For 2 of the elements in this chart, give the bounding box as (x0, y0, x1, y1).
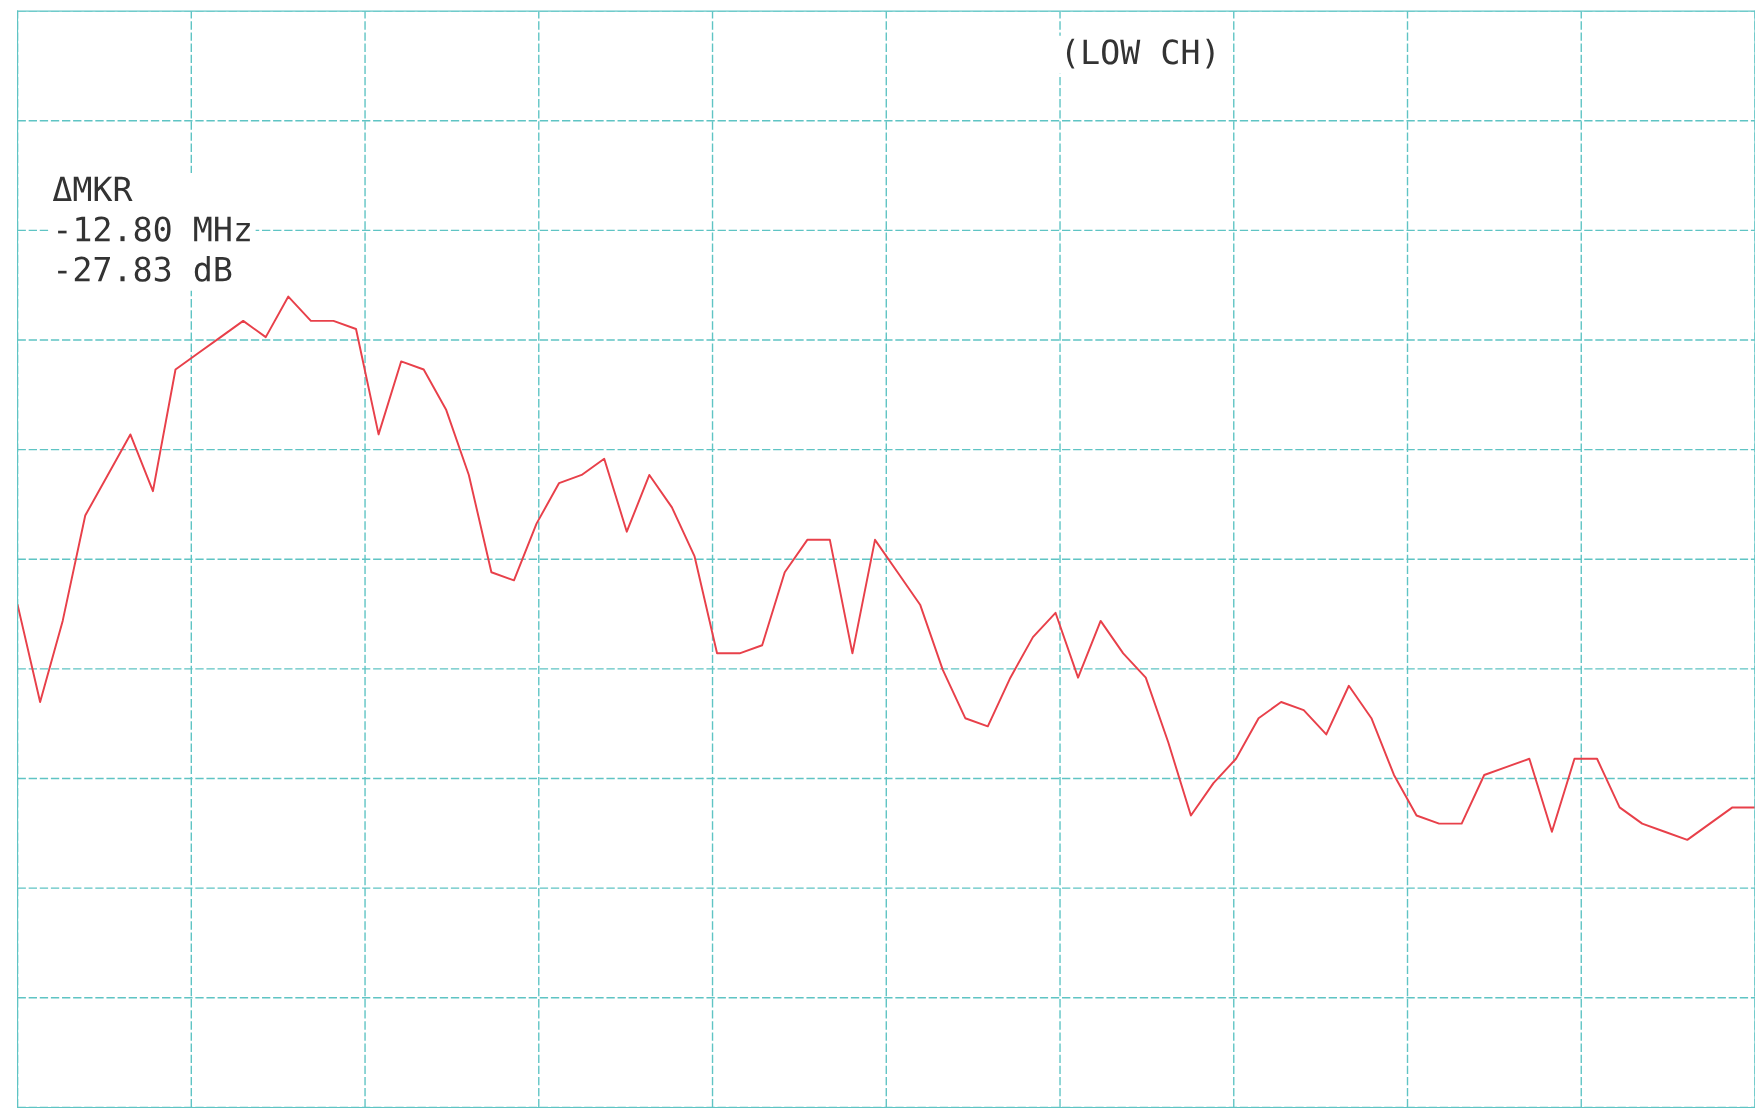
text: (LOW CH) (1066, 38, 1214, 69)
text: ΔMKR -12.80 MHz -27.83 dB (52, 176, 250, 282)
